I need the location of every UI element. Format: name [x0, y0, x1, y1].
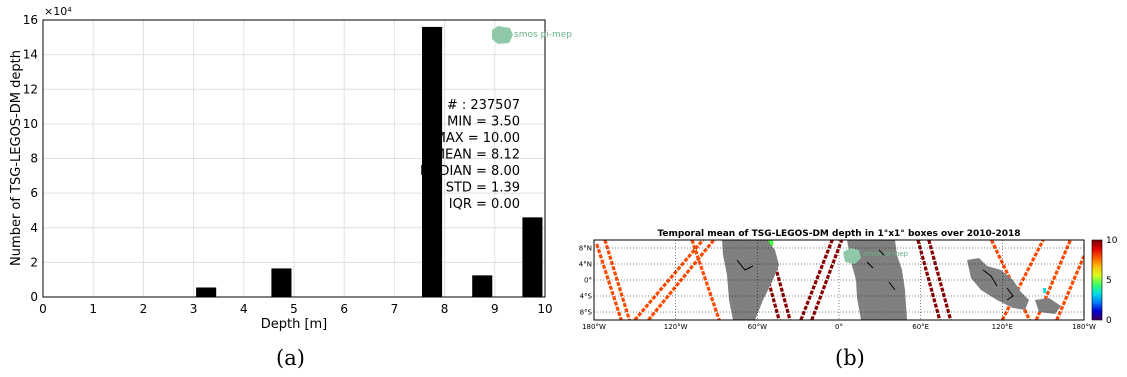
y-multiplier: ×10⁴: [44, 5, 72, 18]
y-tick-label: 10: [23, 117, 38, 131]
map-y-tick-label: 8°N: [579, 245, 592, 253]
histogram-bar: [422, 26, 443, 298]
x-tick-labels: 0 1 2 3 4 5 6 7 8 9 10: [39, 302, 552, 316]
ship-track: [1055, 255, 1084, 320]
track-patch-cyan: [1043, 288, 1047, 293]
y-tick-labels: 0 2 4 6 8 10 12 14 16: [23, 13, 38, 304]
x-tick-label: 1: [89, 302, 97, 316]
map-y-tick-labels: 8°N 4°N 0° 4°S 8°S: [579, 245, 593, 317]
map-logo: smos pi-mep: [843, 248, 909, 264]
caption-b: (b): [835, 346, 865, 370]
colorbar-tick-label: 10: [1106, 236, 1118, 246]
y-tick-label: 4: [30, 221, 38, 235]
histogram-bar: [196, 287, 217, 297]
ship-track: [603, 240, 631, 320]
map-x-tick-label: 180°W: [582, 323, 606, 331]
land-new-guinea: [1035, 298, 1061, 314]
caption-a: (a): [276, 346, 305, 370]
ship-track: [810, 240, 844, 320]
logo-text: smos pi-mep: [514, 30, 572, 40]
colorbar-tick-label: 5: [1106, 276, 1112, 286]
ship-track: [1000, 240, 1045, 320]
land-coastlines: [736, 249, 1014, 301]
map-x-tick-label: 180°W: [1072, 323, 1096, 331]
y-tick-label: 0: [30, 290, 38, 304]
stat-line: STD = 1.39: [446, 181, 520, 196]
stat-line: MAX = 10.00: [435, 131, 520, 146]
stat-line: MEAN = 8.12: [434, 148, 520, 163]
map-gridlines: [594, 240, 1084, 320]
y-tick-label: 8: [30, 152, 38, 166]
x-tick-label: 0: [39, 302, 47, 316]
x-tick-label: 6: [340, 302, 348, 316]
colorbar-tick-labels: 10 5 0: [1106, 236, 1118, 326]
histogram-bar: [522, 217, 543, 297]
map-x-tick-label: 60°E: [912, 323, 929, 331]
map-frame: [593, 239, 1085, 321]
x-tick-label: 10: [537, 302, 552, 316]
x-tick-label: 2: [140, 302, 148, 316]
map-y-tick-label: 0°: [584, 277, 592, 285]
map-y-tick-label: 8°S: [580, 309, 593, 317]
plot-frame: [42, 19, 546, 298]
x-tick-label: 4: [240, 302, 248, 316]
y-tick-label: 16: [23, 13, 38, 27]
map-x-tick-label: 120°W: [664, 323, 688, 331]
ship-track: [595, 243, 623, 320]
histogram-bar: [472, 275, 493, 297]
map-y-tick-label: 4°S: [580, 293, 593, 301]
x-tick-label: 8: [441, 302, 449, 316]
land-africa: [847, 240, 907, 320]
x-tick-label: 5: [290, 302, 298, 316]
histogram-bar: [271, 268, 292, 297]
map-x-tick-label: 60°W: [748, 323, 767, 331]
map-logo-shape: [843, 248, 861, 264]
x-tick-label: 7: [391, 302, 399, 316]
map-title: Temporal mean of TSG-LEGOS-DM depth in 1…: [657, 229, 1020, 239]
ship-track: [916, 240, 942, 320]
map-x-tick-label: 120°E: [992, 323, 1013, 331]
colorbar-tick-label: 0: [1106, 316, 1112, 326]
map-logo-text: smos pi-mep: [863, 250, 909, 258]
ship-track: [633, 240, 705, 320]
y-tick-label: 2: [30, 255, 38, 269]
land-maritime-continent: [967, 258, 1029, 310]
map-x-tick-label: 0°: [835, 323, 843, 331]
y-tick-label: 12: [23, 82, 38, 96]
map-x-tick-labels: 180°W 120°W 60°W 0° 60°E 120°E 180°W: [582, 323, 1096, 331]
logo-shape: [492, 26, 513, 44]
stat-line: IQR = 0.00: [449, 197, 520, 212]
x-tick-label: 3: [190, 302, 198, 316]
stat-line: MEDIAN = 8.00: [420, 164, 520, 179]
map-y-tick-label: 4°N: [579, 261, 592, 269]
x-tick-label: 9: [491, 302, 499, 316]
histogram-bars: [196, 26, 543, 298]
stat-line: MIN = 3.50: [447, 115, 520, 130]
y-tick-label: 6: [30, 186, 38, 200]
y-axis-label: Number of TSG-LEGOS-DM depth: [9, 50, 24, 266]
heatmap-map-chart: Temporal mean of TSG-LEGOS-DM depth in 1…: [579, 229, 1118, 331]
colorbar: [1091, 239, 1103, 321]
y-tick-label: 14: [23, 48, 38, 62]
smos-logo: smos pi-mep: [492, 26, 572, 44]
track-patch-green: [768, 240, 774, 246]
ship-track: [799, 240, 834, 320]
stat-line: # : 237507: [447, 98, 520, 113]
x-axis-label: Depth [m]: [261, 317, 328, 332]
